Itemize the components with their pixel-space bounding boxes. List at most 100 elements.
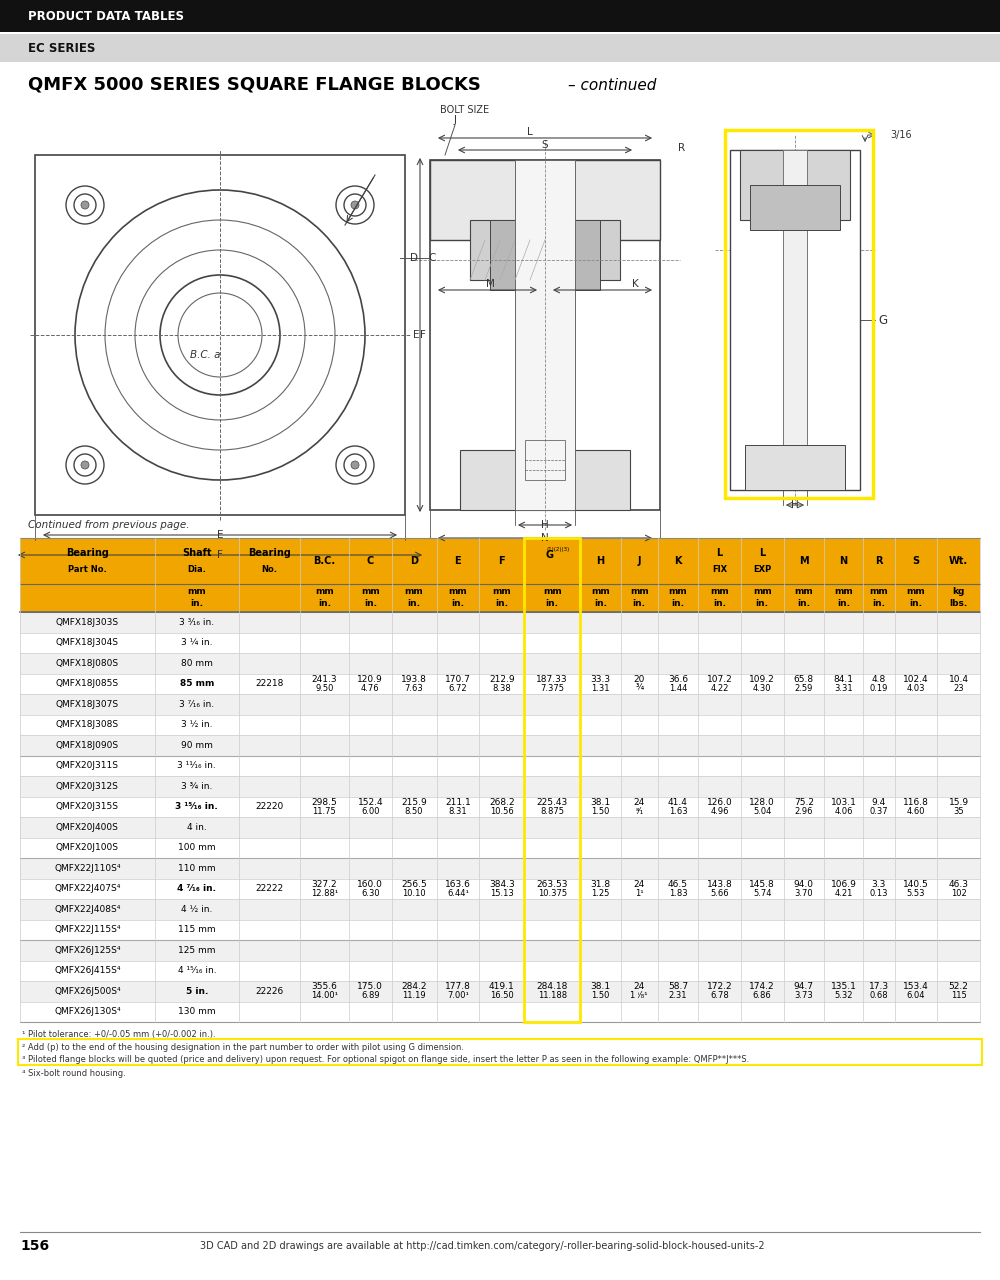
Text: 263.53: 263.53 [536,879,568,888]
Text: 4.30: 4.30 [753,684,771,692]
Text: 2.96: 2.96 [794,806,813,815]
Text: H: H [791,500,799,509]
Text: 215.9: 215.9 [401,797,427,806]
Text: 5.32: 5.32 [834,991,853,1000]
Text: 46.3: 46.3 [949,879,969,888]
Text: 1 ⁱ⁄₈¹: 1 ⁱ⁄₈¹ [630,991,648,1000]
Text: E: E [455,556,461,566]
Text: 241.3: 241.3 [311,675,337,684]
Text: 212.9: 212.9 [489,675,514,684]
Text: 2.31: 2.31 [669,991,687,1000]
Text: QMFX20J400S: QMFX20J400S [56,823,119,832]
Text: 1.83: 1.83 [669,888,687,897]
Text: 170.7: 170.7 [445,675,471,684]
Text: 38.1: 38.1 [590,982,611,991]
Bar [20,714,980,735]
Text: mm: mm [543,588,562,596]
Text: 3.70: 3.70 [794,888,813,897]
Text: 36.6: 36.6 [668,675,688,684]
Bar [524,538,580,1021]
Text: 22226: 22226 [255,987,283,996]
Text: 0.68: 0.68 [870,991,888,1000]
Text: 1.44: 1.44 [669,684,687,692]
Text: QMFX22J115S⁴: QMFX22J115S⁴ [54,925,121,934]
Text: 7.375: 7.375 [540,684,564,692]
Text: ² Add (p) to the end of the housing designation in the part number to order with: ² Add (p) to the end of the housing desi… [22,1042,464,1051]
Text: in.: in. [318,599,331,608]
Text: 90 mm: 90 mm [181,741,213,750]
Text: ⁴ Six-bolt round housing.: ⁴ Six-bolt round housing. [22,1069,126,1078]
Bar [20,837,980,858]
Text: 284.2: 284.2 [401,982,427,991]
Text: (1)(2)(3): (1)(2)(3) [547,548,570,553]
Text: QMFX20J100S: QMFX20J100S [56,844,119,852]
Bar [730,150,860,490]
Text: Bearing: Bearing [66,548,109,558]
Text: 135.1: 135.1 [831,982,857,991]
Text: 355.6: 355.6 [311,982,337,991]
Text: 31.8: 31.8 [590,879,611,888]
Text: 5.74: 5.74 [753,888,771,897]
Text: QMFX18J308S: QMFX18J308S [56,721,119,730]
Text: 24: 24 [634,879,645,888]
Text: QMFX26J415S⁴: QMFX26J415S⁴ [54,966,121,975]
Text: mm: mm [630,588,649,596]
Text: 4 ⁷⁄₁₆ in.: 4 ⁷⁄₁₆ in. [177,884,216,893]
Bar [18,1039,982,1065]
Text: in.: in. [451,599,464,608]
Text: mm: mm [591,588,610,596]
Text: 3 ¼ in.: 3 ¼ in. [181,639,213,648]
Text: 15.13: 15.13 [490,888,514,897]
Text: S: S [542,140,548,150]
Text: 11.19: 11.19 [402,991,426,1000]
Text: 3.31: 3.31 [834,684,853,692]
Text: 22222: 22222 [255,884,283,893]
Bar [783,150,807,490]
Text: mm: mm [753,588,772,596]
Ellipse shape [81,201,89,209]
Text: M: M [486,279,494,289]
Bar [20,980,980,1001]
Bar [460,451,630,509]
Text: in.: in. [797,599,810,608]
Bar [20,1001,980,1021]
Ellipse shape [336,186,374,224]
Text: mm: mm [187,588,206,596]
Text: in.: in. [546,599,559,608]
Text: 384.3: 384.3 [489,879,515,888]
Text: 20: 20 [634,675,645,684]
Text: 4.60: 4.60 [907,806,925,815]
Text: 6.86: 6.86 [753,991,772,1000]
Bar [20,796,980,817]
Text: 6.44¹: 6.44¹ [447,888,469,897]
Text: 10.4: 10.4 [949,675,969,684]
Text: 10.10: 10.10 [402,888,426,897]
Text: 11.75: 11.75 [312,806,336,815]
Text: 3 ¾ in.: 3 ¾ in. [181,782,213,791]
Text: 2.59: 2.59 [795,684,813,692]
Text: 3 ³⁄₁₆ in.: 3 ³⁄₁₆ in. [179,618,214,627]
Text: 94.0: 94.0 [794,879,814,888]
Bar [20,584,980,612]
Text: 284.18: 284.18 [537,982,568,991]
Text: 103.1: 103.1 [831,797,857,806]
Text: D: D [410,253,418,262]
Text: FIX: FIX [712,564,727,573]
Text: 6.89: 6.89 [361,991,380,1000]
Text: 8.38: 8.38 [492,684,511,692]
Text: 22220: 22220 [255,803,283,812]
Text: EXP: EXP [753,564,771,573]
Bar [20,776,980,796]
Text: in.: in. [495,599,508,608]
Text: QMFX18J080S: QMFX18J080S [56,659,119,668]
Text: 58.7: 58.7 [668,982,688,991]
Text: 6.04: 6.04 [907,991,925,1000]
Text: 10.56: 10.56 [490,806,514,815]
Text: 3D CAD and 2D drawings are available at http://cad.timken.com/category/-roller-b: 3D CAD and 2D drawings are available at … [200,1242,765,1251]
Text: 4.06: 4.06 [834,806,853,815]
Text: QMFX20J311S: QMFX20J311S [56,762,119,771]
Text: J: J [637,556,641,566]
Text: QMFX18J303S: QMFX18J303S [56,618,119,627]
Bar [20,735,980,755]
Text: in.: in. [837,599,850,608]
